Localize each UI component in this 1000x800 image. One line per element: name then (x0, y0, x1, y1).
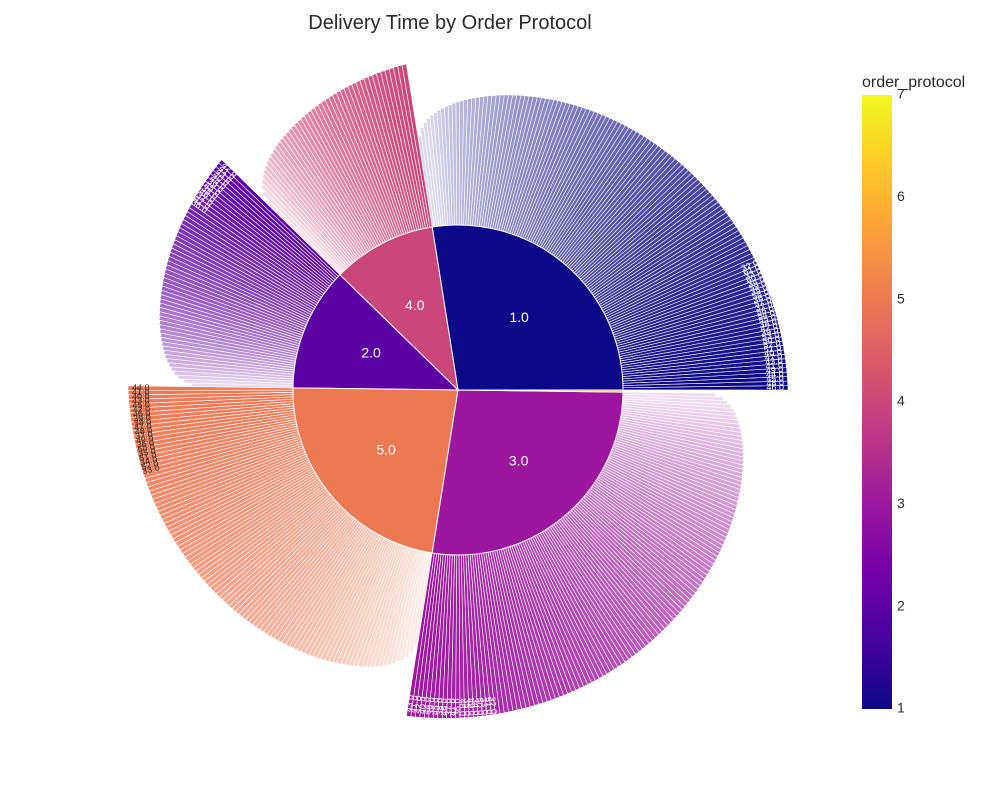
outer-label: 42.0 (132, 404, 150, 415)
outer-label: 40.0 (417, 696, 429, 715)
outer-label: 56.0 (755, 303, 774, 317)
outer-label: 39.0 (133, 412, 151, 424)
inner-slice-3-0[interactable] (431, 389, 624, 556)
outer-label: 57.0 (753, 295, 773, 309)
colorbar-tick-label: 1 (897, 700, 905, 716)
colorbar-tick-label: 5 (897, 290, 905, 306)
inner-label-2-0: 2.0 (361, 345, 381, 361)
outer-label: 45.0 (430, 697, 441, 715)
outer-label: 38.0 (133, 416, 151, 428)
inner-label-4-0: 4.0 (405, 297, 425, 313)
outer-label: 38.0 (434, 698, 445, 716)
outer-label: 47.0 (448, 698, 458, 716)
inner-label-5-0: 5.0 (376, 441, 396, 457)
outer-label: 47.0 (764, 351, 782, 363)
outer-label: 42.0 (759, 321, 778, 334)
outer-label: 44.0 (132, 383, 150, 393)
inner-ring (292, 224, 624, 556)
colorbar-tick-label: 6 (897, 188, 905, 204)
outer-label: 36.0 (136, 437, 155, 450)
outer-label: 36.0 (452, 698, 462, 716)
chart-title: Delivery Time by Order Protocol (308, 12, 592, 34)
outer-label: 51.0 (138, 450, 157, 463)
outer-label: 41.0 (765, 360, 783, 371)
outer-label: 50.0 (474, 697, 485, 715)
inner-slice-4-0[interactable] (339, 226, 459, 392)
outer-label: 48.0 (458, 698, 468, 716)
outer-label: 50.0 (762, 334, 781, 347)
outer-label: 49.0 (766, 364, 784, 375)
outer-label: 43.0 (132, 395, 150, 406)
inner-label-1-0: 1.0 (509, 309, 529, 325)
outer-label: 36.0 (752, 291, 772, 306)
inner-label-3-0: 3.0 (509, 453, 529, 469)
inner-slice-2-0[interactable] (292, 274, 460, 391)
outer-label: 40.0 (132, 391, 150, 401)
outer-label: 45.0 (766, 373, 784, 384)
outer-label: 37.0 (135, 429, 154, 441)
outer-label: 52.0 (140, 458, 159, 472)
outer-label: 39.0 (426, 697, 437, 715)
colorbar-tick-label: 3 (897, 495, 905, 511)
outer-label: 42.0 (412, 695, 424, 714)
outer-label: 39.0 (760, 325, 779, 338)
outer-label: 46.0 (133, 408, 151, 419)
outer-label: 43.0 (404, 694, 417, 713)
outer-label: 43.0 (765, 356, 783, 368)
colorbar-ticks: 1 2 3 4 5 6 7 (897, 86, 905, 716)
outer-label: 44.0 (766, 369, 784, 380)
outer-label: 41.0 (132, 387, 150, 397)
colorbar-tick-label: 2 (897, 597, 905, 613)
outer-label: 55.0 (757, 312, 776, 326)
outer-label: 41.0 (408, 695, 420, 714)
outer-label: 49.0 (135, 433, 154, 446)
outer-label: 46.0 (439, 698, 450, 716)
outer-label: 35.0 (137, 446, 156, 459)
outer-label: 35.0 (462, 698, 472, 716)
outer-label: 47.0 (134, 421, 153, 433)
inner-slice-1-0[interactable] (431, 224, 624, 391)
inner-slice-5-0[interactable] (292, 387, 459, 554)
outer-label: 32.0 (487, 696, 499, 715)
outer-label: 49.0 (466, 698, 477, 716)
outer-label: 38.0 (758, 316, 777, 329)
outer-label: 52.0 (763, 338, 782, 350)
outer-label: 45.0 (132, 400, 150, 411)
outer-label: 46.0 (766, 382, 784, 392)
colorbar-title: order_protocol (862, 74, 965, 91)
outer-label: 54.0 (756, 308, 775, 322)
colorbar-tick-label: 7 (897, 86, 905, 102)
outer-label: 34.0 (470, 698, 481, 716)
outer-ring (127, 63, 789, 719)
outer-label: 37.0 (754, 299, 774, 313)
outer-label: 34.0 (139, 454, 158, 468)
colorbar-tick-label: 4 (897, 393, 905, 409)
outer-label: 37.0 (443, 698, 453, 716)
sector-labels: 1.046.048.045.044.049.041.043.047.040.05… (132, 160, 784, 716)
outer-label: 40.0 (764, 347, 783, 359)
outer-label: 33.0 (479, 697, 490, 715)
inner-slice-p6[interactable] (457, 389, 624, 393)
outer-label: 33.0 (141, 462, 160, 476)
outer-label: 48.0 (134, 425, 153, 437)
outer-label: 53.0 (761, 329, 780, 342)
outer-label: 48.0 (766, 378, 784, 388)
outer-label: 50.0 (137, 442, 156, 455)
outer-label: 51.0 (483, 697, 495, 715)
outer-label: 44.0 (421, 697, 433, 715)
colorbar-gradient (862, 95, 892, 709)
outer-label: 51.0 (763, 342, 782, 354)
